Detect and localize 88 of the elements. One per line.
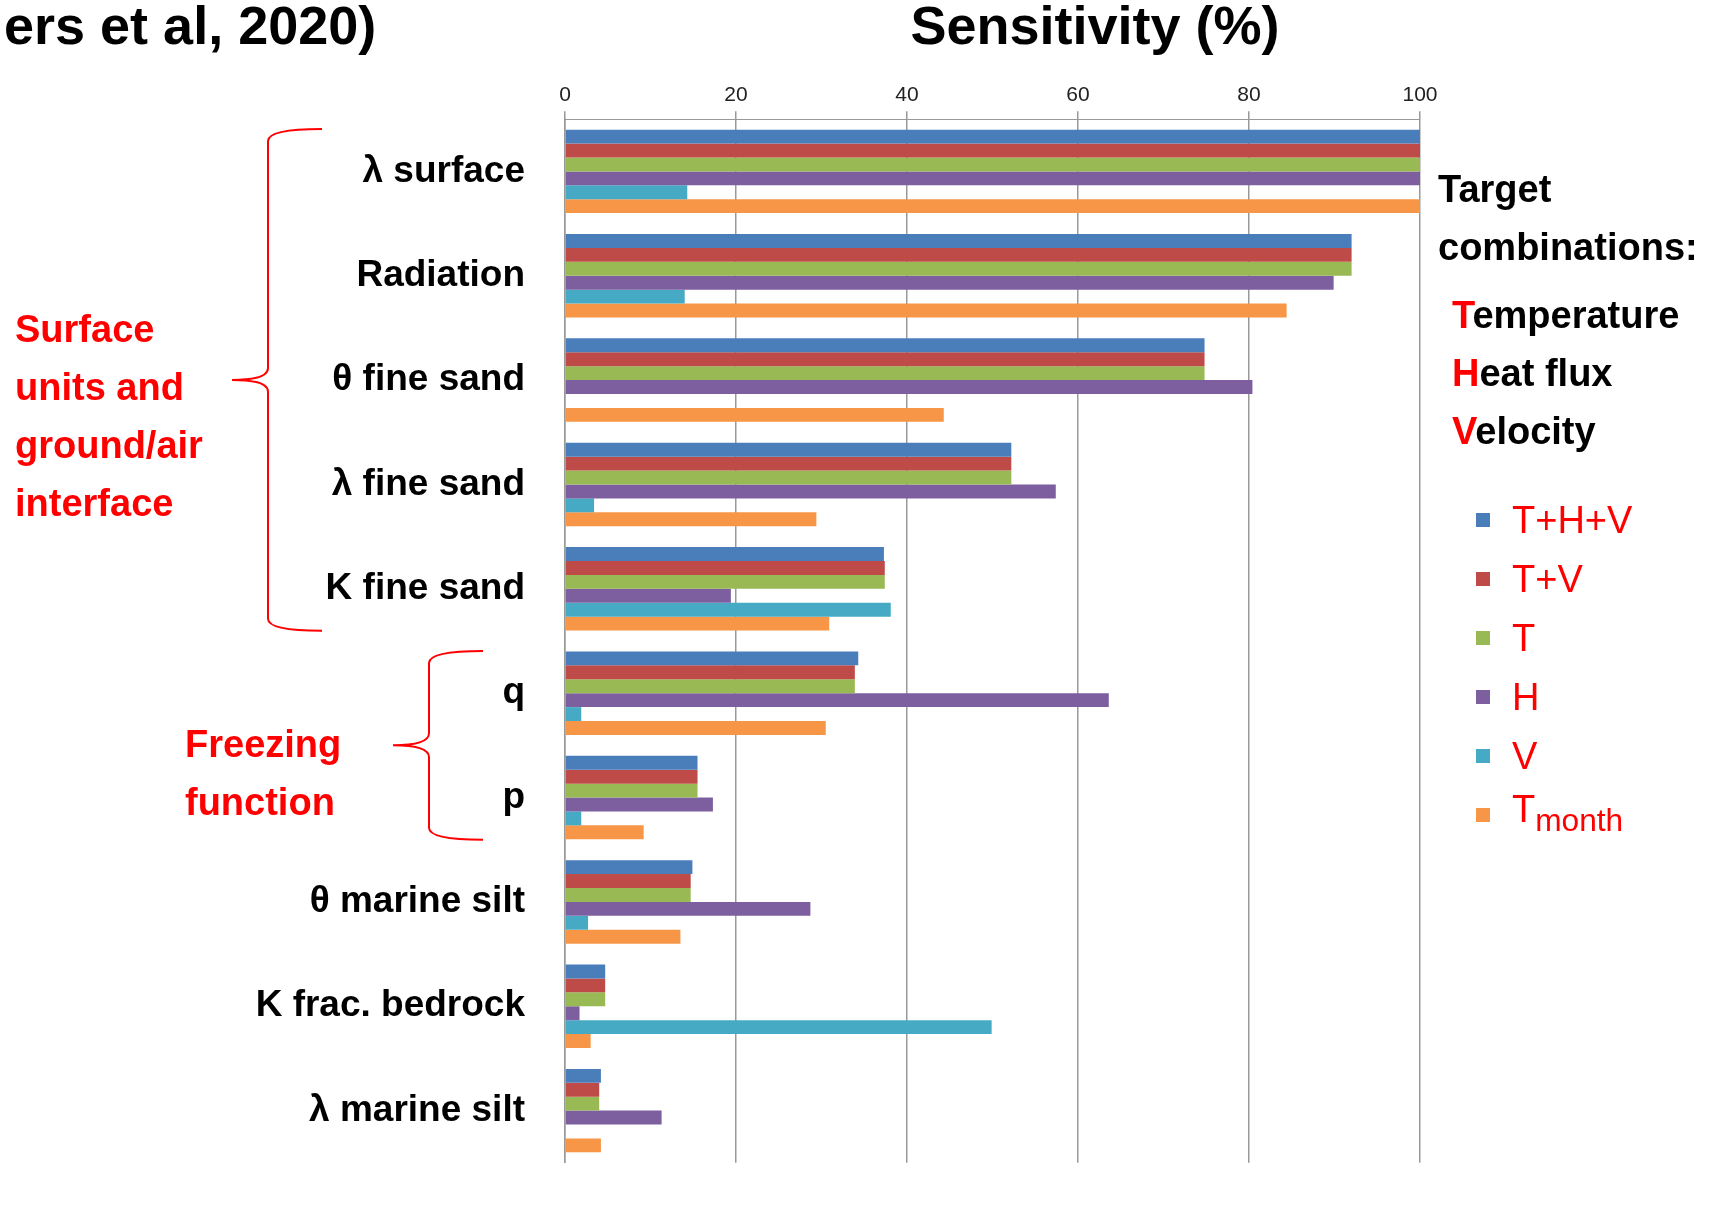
bar xyxy=(565,860,693,875)
bar xyxy=(565,171,1420,186)
bar xyxy=(565,380,1253,395)
bar xyxy=(565,1034,591,1048)
text: Velocity xyxy=(1452,409,1597,454)
bar xyxy=(565,978,606,993)
bar xyxy=(565,512,817,527)
bar xyxy=(565,407,944,422)
y-tick-label: θ fine sand xyxy=(332,357,525,399)
bar xyxy=(565,289,685,304)
bar xyxy=(565,303,1287,318)
y-tick-label: θ marine silt xyxy=(309,879,525,921)
legend-label: T+V xyxy=(1512,556,1583,602)
legend-label: T xyxy=(1512,615,1536,661)
bar xyxy=(565,887,691,902)
bar xyxy=(565,247,1352,262)
legend-label: T$_{month}$ xyxy=(1512,787,1624,840)
bar xyxy=(565,707,582,722)
bar xyxy=(565,185,688,200)
bar xyxy=(565,1020,992,1035)
bar xyxy=(565,1138,601,1153)
bar xyxy=(565,1068,601,1083)
bar xyxy=(565,964,606,979)
text: Heat flux xyxy=(1452,351,1614,396)
bar xyxy=(565,602,891,617)
legend-label: H xyxy=(1512,674,1540,720)
bar xyxy=(565,588,731,603)
x-tick-label: 0 xyxy=(559,82,571,106)
bar xyxy=(565,484,1056,499)
bar xyxy=(565,129,1420,144)
bar xyxy=(565,261,1352,276)
bar xyxy=(565,1110,662,1125)
bar xyxy=(565,1082,600,1097)
chart-title: Sensitivity (%) xyxy=(909,0,1281,56)
y-tick-label: p xyxy=(502,774,525,816)
bar xyxy=(565,901,811,916)
bar xyxy=(565,915,589,930)
bar xyxy=(565,651,859,666)
bar xyxy=(565,157,1420,172)
bar xyxy=(565,783,698,798)
text: Freezing function xyxy=(185,722,343,825)
y-tick-label: K frac. bedrock xyxy=(255,983,526,1025)
text: Surface units and ground/air interface xyxy=(15,307,204,526)
legend-label: T+H+V xyxy=(1512,497,1633,543)
bar xyxy=(565,275,1334,290)
y-tick-label: λ marine silt xyxy=(309,1087,525,1129)
bar xyxy=(565,199,1420,214)
bar xyxy=(565,755,698,770)
bar xyxy=(565,665,855,680)
bar xyxy=(565,769,698,784)
bar xyxy=(565,442,1012,457)
bar xyxy=(565,992,606,1007)
bar xyxy=(565,366,1205,381)
bar xyxy=(565,811,582,826)
bar xyxy=(565,560,885,575)
x-tick-label: 60 xyxy=(1066,82,1090,106)
legend-title: Target combinations: xyxy=(1438,167,1699,270)
bar xyxy=(565,234,1352,248)
bar xyxy=(565,574,885,589)
bar xyxy=(565,470,1012,485)
text: ers et al, 2020) xyxy=(4,0,377,56)
x-tick-label: 80 xyxy=(1237,82,1261,106)
legend-label: V xyxy=(1512,733,1538,779)
y-tick-label: λ fine sand xyxy=(331,461,525,503)
x-tick-label: 40 xyxy=(895,82,919,106)
bar xyxy=(565,338,1205,353)
bar xyxy=(565,874,691,888)
bar xyxy=(565,693,1109,708)
bar xyxy=(565,456,1012,471)
x-tick-label: 100 xyxy=(1402,82,1438,106)
bar xyxy=(565,825,644,840)
bar xyxy=(565,929,681,944)
bar xyxy=(565,547,884,561)
y-tick-label: Radiation xyxy=(356,252,525,294)
x-tick-label: 20 xyxy=(724,82,748,106)
y-tick-label: K fine sand xyxy=(325,566,525,608)
bar xyxy=(565,498,595,513)
bar xyxy=(565,797,713,812)
bar xyxy=(565,616,830,631)
bar xyxy=(565,352,1205,367)
y-tick-label: λ surface xyxy=(362,148,525,190)
y-tick-label: q xyxy=(502,670,525,712)
bar xyxy=(565,1096,600,1111)
bar xyxy=(565,1006,580,1021)
bar xyxy=(565,143,1420,158)
bar xyxy=(565,679,855,694)
bar xyxy=(565,721,826,735)
text: Temperature xyxy=(1452,293,1681,338)
